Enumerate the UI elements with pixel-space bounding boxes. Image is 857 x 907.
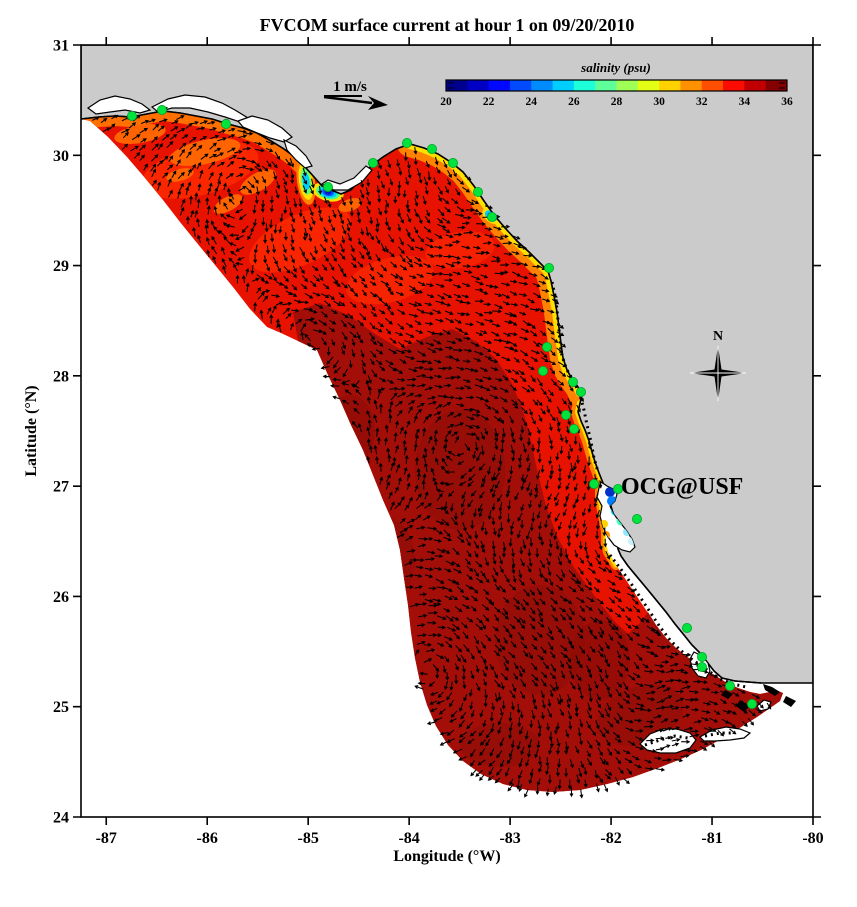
island xyxy=(756,699,772,712)
map-layers xyxy=(81,45,813,817)
x-tick-label: -85 xyxy=(298,830,319,847)
colorbar-tick-label: 28 xyxy=(611,96,623,108)
station-marker xyxy=(486,211,497,222)
island-speckle xyxy=(783,696,796,707)
station-marker xyxy=(725,681,736,692)
station-marker xyxy=(156,105,167,116)
colorbar: 20 22 24 26 28 30 32 34 36 xyxy=(440,79,793,108)
axes: -87 -86 -85 -84 -83 -82 -81 -80 24 25 26 27 28 29 30 31 xyxy=(53,37,824,847)
x-axis-label: Longitude (°W) xyxy=(393,848,500,865)
compass-rose xyxy=(690,346,746,401)
station-marker xyxy=(682,623,693,634)
station-marker xyxy=(576,386,587,397)
island-speckle xyxy=(736,700,750,712)
colorbar-tick-label: 30 xyxy=(653,96,665,108)
colorbar-frame xyxy=(445,79,788,92)
estuary xyxy=(236,115,293,143)
station-marker xyxy=(697,652,708,663)
station-marker xyxy=(538,365,549,376)
compass-facets xyxy=(690,346,746,401)
plot-frame xyxy=(80,44,814,818)
y-tick-label: 28 xyxy=(53,368,69,385)
colorbar-tick-label: 24 xyxy=(526,96,538,108)
station-marker xyxy=(401,137,412,148)
station-marker xyxy=(568,376,579,387)
x-tick-label: -82 xyxy=(600,830,621,847)
scale-arrow-label: 1 m/s xyxy=(333,79,367,95)
high-salinity-region xyxy=(293,303,783,792)
station-marker xyxy=(697,662,708,673)
x-tick-label: -80 xyxy=(802,830,823,847)
island xyxy=(699,726,752,742)
colorbar-tick-label: 32 xyxy=(696,96,708,108)
station-marker xyxy=(632,514,643,525)
y-tick-label: 27 xyxy=(53,479,69,496)
scale-arrow-shaft xyxy=(323,95,373,105)
y-tick-label: 25 xyxy=(53,699,69,716)
colorbar-tick-label: 20 xyxy=(440,96,452,108)
colorbar-tick-label: 34 xyxy=(739,96,751,108)
island-speckle xyxy=(763,684,780,696)
ocg-usf-annotation: OCG@USF xyxy=(621,474,743,500)
station-marker xyxy=(589,478,600,489)
station-marker xyxy=(542,341,553,352)
x-tick-label: -84 xyxy=(398,830,419,847)
station-marker xyxy=(322,181,333,192)
station-marker xyxy=(569,423,580,434)
station-marker xyxy=(426,143,437,154)
station-marker xyxy=(220,119,231,130)
estuary xyxy=(86,95,152,115)
station-marker xyxy=(367,157,378,168)
colorbar-end-ticks xyxy=(448,82,785,89)
plot-title: FVCOM surface current at hour 1 on 09/20… xyxy=(260,15,635,35)
x-tick-label: -83 xyxy=(499,830,520,847)
x-tick-label: -81 xyxy=(701,830,722,847)
station-marker xyxy=(544,262,555,273)
x-tick-label: -87 xyxy=(96,830,117,847)
y-tick-label: 26 xyxy=(53,589,69,606)
scale-arrow-head xyxy=(368,96,388,110)
y-tick-label: 31 xyxy=(53,38,69,55)
colorbar-tick-label: 22 xyxy=(483,96,495,108)
compass-label: N xyxy=(713,329,723,344)
scale-arrow xyxy=(323,95,388,110)
estuary xyxy=(283,138,313,169)
station-marker xyxy=(447,157,458,168)
station-marker xyxy=(613,483,624,494)
colorbar-label: salinity (psu) xyxy=(580,60,651,75)
tidal-flat-speckles xyxy=(644,734,689,747)
station-marker xyxy=(472,186,483,197)
tidal-flat-speckles xyxy=(550,281,600,473)
tidal-flat-speckles xyxy=(704,731,735,738)
station-marker xyxy=(127,111,138,122)
y-axis-label: Latitude (°N) xyxy=(23,385,40,476)
y-tick-label: 24 xyxy=(53,810,69,827)
estuary xyxy=(320,165,373,191)
y-tick-label: 30 xyxy=(53,148,69,165)
station-marker xyxy=(747,699,758,710)
station-marker xyxy=(561,409,572,420)
y-tick-label: 29 xyxy=(53,258,69,275)
tidal-flat-speckles xyxy=(608,554,747,689)
x-tick-label: -86 xyxy=(197,830,218,847)
colorbar-tick-label: 36 xyxy=(781,96,793,108)
colorbar-tick-label: 26 xyxy=(568,96,580,108)
